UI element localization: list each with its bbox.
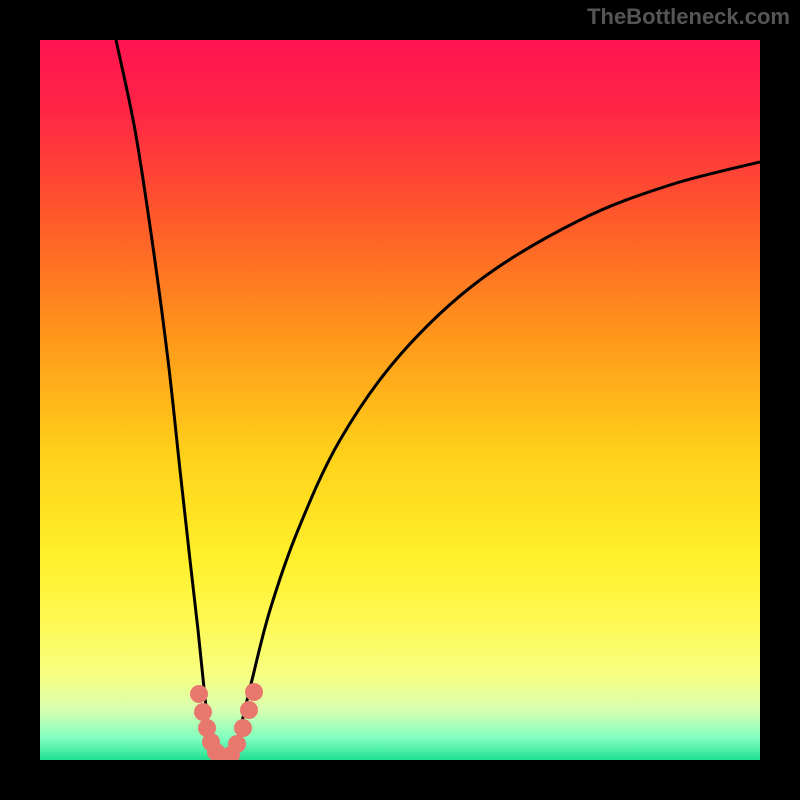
bottom-marker-dot [234,719,252,737]
watermark-text: TheBottleneck.com [587,4,790,30]
curve-layer [40,40,760,760]
curve-right-branch [233,162,760,756]
bottom-marker-dot [228,735,246,753]
bottom-marker-dot [190,685,208,703]
bottom-marker-dot [245,683,263,701]
curve-left-branch [116,40,214,756]
bottom-marker-dot [240,701,258,719]
bottom-marker-group [190,683,263,760]
bottom-marker-dot [194,703,212,721]
bottleneck-chart [40,40,760,760]
